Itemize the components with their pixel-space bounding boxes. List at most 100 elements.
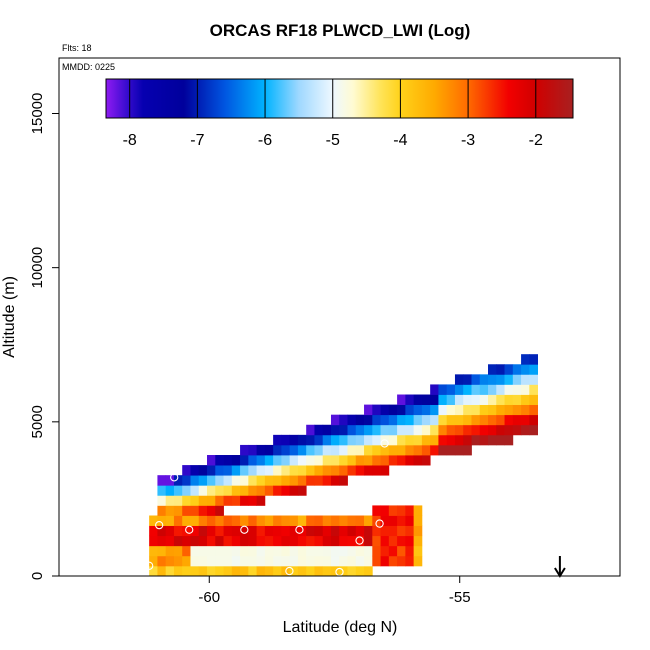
heatmap-cell [223,525,233,537]
sample-point-marker [155,520,164,530]
heatmap-cell [388,515,398,526]
heatmap-cell [190,485,200,496]
heatmap-cell [479,434,489,446]
heatmap-cell [347,434,357,446]
heatmap-cell [397,404,406,416]
heatmap-cell [413,444,423,456]
heatmap-cell [256,555,266,567]
heatmap-cell [330,414,340,426]
heatmap-cell [173,565,183,577]
x-tick-label: -60 [198,589,220,606]
heatmap-cell [256,545,266,557]
heatmap-cell [372,444,381,456]
x-axis-label: Latitude (deg N) [283,619,398,636]
heatmap-cell [339,465,348,476]
heatmap-cell [388,525,398,537]
heatmap-cell [157,565,167,577]
heatmap-cell [207,565,216,577]
heatmap-cell [198,525,208,537]
heatmap-cell [388,455,398,466]
heatmap-cell [215,465,224,476]
heatmap-cell [223,455,233,466]
heatmap-cell [454,444,464,456]
heatmap-cell [190,505,200,516]
heatmap-cell [215,485,224,496]
heatmap-cell [397,414,406,426]
heatmap-cell [372,455,381,466]
heatmap-cell [231,475,241,486]
heatmap-cell [388,545,398,557]
heatmap-cell [413,555,423,567]
heatmap-cell [521,414,530,426]
heatmap-cell [364,424,373,436]
heatmap-cell [339,434,348,446]
heatmap-cell [215,545,224,557]
heatmap-cell [364,404,373,416]
heatmap-cell [421,414,431,426]
heatmap-cell [306,465,315,476]
heatmap-cell [190,515,200,526]
heatmap-cell [264,485,274,496]
heatmap-cell [413,535,423,547]
heatmap-cell [421,424,431,436]
heatmap-cell [207,535,216,547]
heatmap-cell [264,555,274,567]
heatmap-cell [198,485,208,496]
heatmap-cell [339,414,348,426]
heatmap-cell [380,455,390,466]
heatmap-cell [372,545,381,557]
heatmap-cell [413,434,423,446]
heatmap-cell [240,545,249,557]
heatmap-cell [330,525,340,537]
heatmap-cell [297,535,307,547]
heatmap-cell [347,455,357,466]
heatmap-cell [314,565,324,577]
heatmap-cell [173,515,183,526]
heatmap-cell [240,525,249,537]
heatmap-cell [289,565,299,577]
heatmap-cell [496,404,505,416]
heatmap-cell [182,565,191,577]
heatmap-cell [289,485,299,496]
heatmap-cell [297,555,307,567]
heatmap-cell [364,525,373,537]
heatmap-cell [322,535,332,547]
heatmap-cell [446,384,456,395]
heatmap-cell [306,545,315,557]
heatmap-cell [314,525,324,537]
heatmap-cell [256,535,266,547]
heatmap-cell [347,565,357,577]
heatmap-cell [248,444,257,456]
heatmap-cell [256,455,266,466]
y-tick-label: 0 [29,572,46,580]
sample-point-marker [465,352,474,362]
heatmap-cell [306,434,315,446]
heatmap-cell [231,465,241,476]
heatmap-cell [165,505,175,516]
heatmap-cell [182,505,191,516]
heatmap-cell [496,424,505,436]
heatmap-cell [297,515,307,526]
heatmap-cell [463,384,472,395]
heatmap-cell [512,404,522,416]
heatmap-cell [273,444,282,456]
heatmap-cell [322,525,332,537]
heatmap-cell [380,444,390,456]
heatmap-cell [330,545,340,557]
heatmap-cell [223,545,233,557]
heatmap-cell [405,545,415,557]
heatmap-cell [504,434,514,446]
heatmap-cell [430,414,439,426]
heatmap-cell [330,565,340,577]
heatmap-cell [488,414,497,426]
colorbar-tick-label: -6 [258,132,272,149]
heatmap-cell [512,424,522,436]
heatmap-cell [421,394,431,405]
heatmap-cell [297,565,307,577]
heatmap-cell [149,525,158,537]
heatmap-cell [380,465,390,476]
heatmap-cell [388,424,398,436]
heatmap-cell [471,434,481,446]
heatmap-cell [215,565,224,577]
heatmap-cell [182,485,191,496]
